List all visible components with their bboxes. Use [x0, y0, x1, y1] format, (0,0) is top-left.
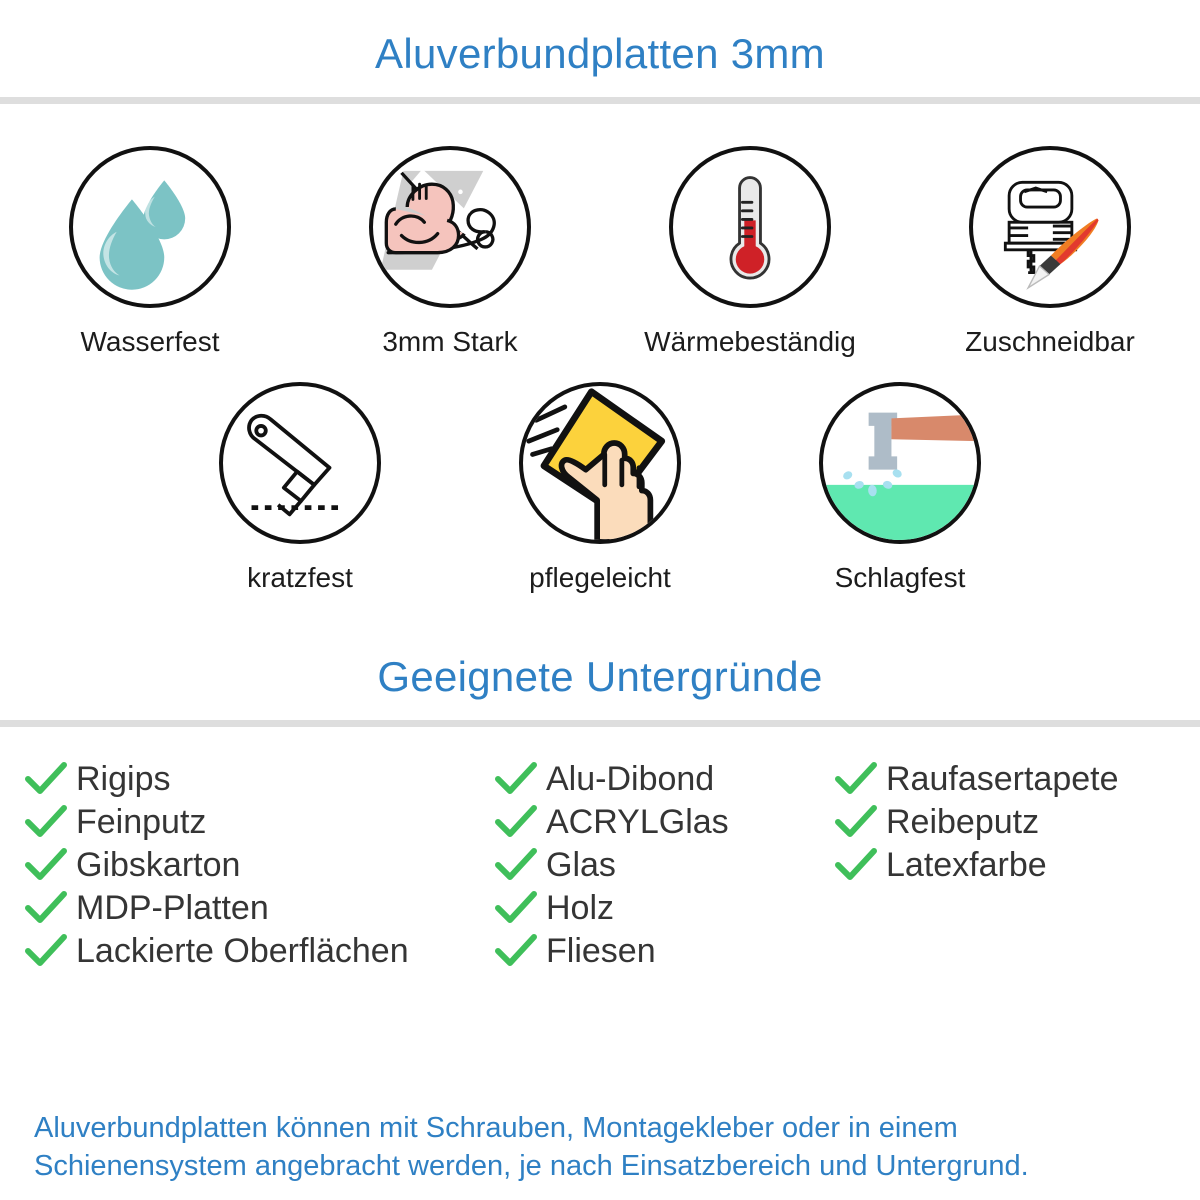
hammer-impact-icon: [819, 382, 981, 544]
list-item: Holz: [494, 886, 834, 929]
check-icon: [24, 847, 68, 882]
divider-top: [0, 97, 1200, 104]
feature-schlagfest: Schlagfest: [750, 382, 1050, 594]
check-icon: [494, 761, 538, 796]
list-item: Alu-Dibond: [494, 757, 834, 800]
list-item-label: Raufasertapete: [886, 759, 1119, 798]
list-item: Feinputz: [24, 800, 494, 843]
hand-wiping-cloth-icon: [519, 382, 681, 544]
feature-label: Zuschneidbar: [965, 326, 1135, 357]
page-title: Aluverbundplatten 3mm: [375, 30, 825, 77]
feature-label: 3mm Stark: [382, 326, 518, 357]
list-item: Fliesen: [494, 929, 834, 972]
list-item: Reibeputz: [834, 800, 1194, 843]
list-item-label: ACRYLGlas: [546, 802, 729, 841]
check-icon: [24, 933, 68, 968]
jigsaw-cutter-icon: [969, 146, 1131, 308]
divider-middle: [0, 720, 1200, 727]
list-item-label: Holz: [546, 888, 615, 927]
list-item-label: Glas: [546, 845, 616, 884]
check-icon: [24, 761, 68, 796]
section-title-untergruende: Geeignete Untergründe: [377, 653, 823, 700]
feature-label: Wasserfest: [80, 326, 220, 357]
suitable-substrates-list: Rigips Feinputz Gibskarton MDP-Platten L…: [0, 727, 1200, 972]
check-icon: [834, 761, 878, 796]
feature-kratzfest: kratzfest: [150, 382, 450, 594]
check-icon: [494, 890, 538, 925]
mounting-note: Aluverbundplatten können mit Schrauben, …: [34, 1111, 1029, 1183]
check-icon: [24, 804, 68, 839]
feature-wasserfest: Wasserfest: [0, 146, 300, 358]
feature-label: pflegeleicht: [529, 562, 671, 593]
list-item-label: MDP-Platten: [76, 888, 269, 927]
check-icon: [834, 847, 878, 882]
check-icon: [834, 804, 878, 839]
list-item-label: Lackierte Oberflächen: [76, 931, 409, 970]
feature-label: Wärmebeständig: [644, 326, 856, 357]
list-item-label: Feinputz: [76, 802, 207, 841]
list-item-label: Latexfarbe: [886, 845, 1047, 884]
list-item-label: Rigips: [76, 759, 171, 798]
list-item-label: Reibeputz: [886, 802, 1040, 841]
list-item: Rigips: [24, 757, 494, 800]
list-item-label: Alu-Dibond: [546, 759, 715, 798]
list-item: Glas: [494, 843, 834, 886]
feature-row-primary: Wasserfest: [0, 146, 1200, 358]
list-item: MDP-Platten: [24, 886, 494, 929]
check-icon: [494, 933, 538, 968]
feature-waermebestaendig: Wärmebeständig: [600, 146, 900, 358]
list-item: Raufasertapete: [834, 757, 1194, 800]
list-item: ACRYLGlas: [494, 800, 834, 843]
check-icon: [24, 890, 68, 925]
feature-label: Schlagfest: [834, 562, 966, 593]
water-drops-icon: [69, 146, 231, 308]
list-item-label: Fliesen: [546, 931, 656, 970]
flexed-bicep-icon: [369, 146, 531, 308]
checklist-column: Alu-Dibond ACRYLGlas Glas Holz Fliesen: [494, 757, 834, 972]
check-icon: [494, 804, 538, 839]
list-item-label: Gibskarton: [76, 845, 241, 884]
list-item: Latexfarbe: [834, 843, 1194, 886]
utility-knife-icon: [219, 382, 381, 544]
checklist-column: Rigips Feinputz Gibskarton MDP-Platten L…: [24, 757, 494, 972]
feature-label: kratzfest: [247, 562, 353, 593]
feature-3mm-stark: 3mm Stark: [300, 146, 600, 358]
check-icon: [494, 847, 538, 882]
list-item: Lackierte Oberflächen: [24, 929, 494, 972]
list-item: Gibskarton: [24, 843, 494, 886]
feature-pflegeleicht: pflegeleicht: [450, 382, 750, 594]
thermometer-icon: [669, 146, 831, 308]
feature-zuschneidbar: Zuschneidbar: [900, 146, 1200, 358]
checklist-column: Raufasertapete Reibeputz Latexfarbe: [834, 757, 1194, 972]
feature-row-secondary: kratzfest pflegeleicht: [0, 382, 1200, 594]
